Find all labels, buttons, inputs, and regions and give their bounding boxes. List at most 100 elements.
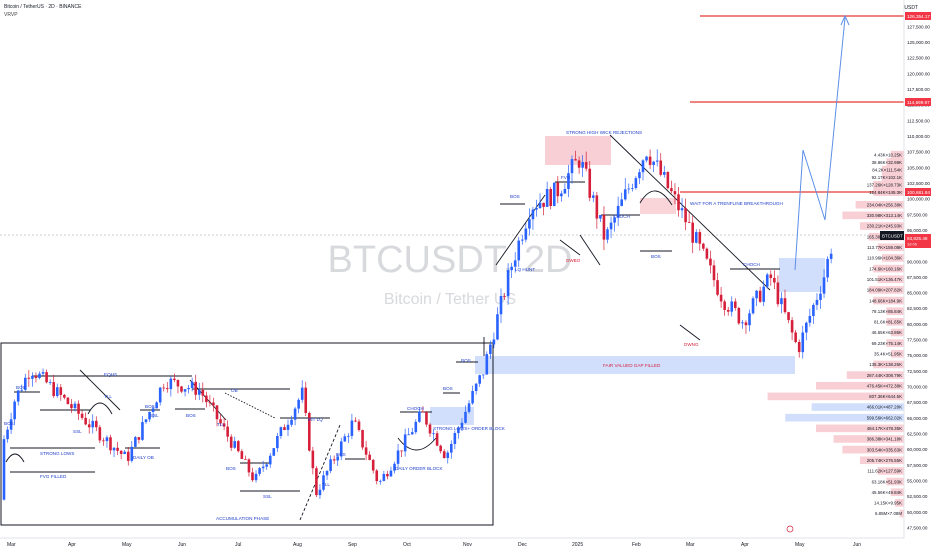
price-tick: 77,500.00: [907, 338, 928, 343]
candle-body: [425, 411, 428, 425]
candle-body: [826, 258, 829, 278]
volume-profile-bar: [873, 188, 904, 197]
scroll-settings-icon[interactable]: [786, 525, 794, 533]
label-ssl-1: SSL: [73, 429, 82, 434]
candle-body: [141, 422, 144, 440]
volume-profile-label: 476.45K×472.38K: [867, 383, 902, 388]
volume-profile-bar: [890, 488, 904, 497]
candle-body: [283, 427, 286, 430]
fair-value-gap-zone: [475, 356, 795, 374]
volume-profile-label: 4.43K×10.25K: [874, 152, 902, 157]
candle-body: [595, 195, 599, 219]
candle-body: [489, 344, 492, 355]
candle-body: [126, 451, 130, 461]
price-tick: 97,500.00: [907, 212, 928, 217]
candle-body: [229, 436, 233, 448]
candle-body: [652, 161, 655, 165]
candle-body: [773, 277, 776, 283]
candle-body: [684, 208, 687, 223]
candle-body: [155, 402, 158, 409]
reaction-zone: [779, 258, 825, 292]
symbol-line: Bitcoin / TetherUS · 2D · BINANCE: [4, 4, 82, 10]
candle-body: [439, 445, 442, 452]
price-tick: 82,500.00: [907, 306, 928, 311]
volume-profile-label: 38.86K×32.98K: [872, 160, 902, 165]
candle-body: [741, 322, 744, 324]
candle-body: [379, 480, 382, 482]
arc-bottom-1: [5, 453, 25, 463]
label-bos-9: BOS: [651, 254, 661, 259]
price-tick: 100,000.00: [907, 197, 930, 202]
candle-body: [187, 388, 190, 390]
trendline-eqhs: [79, 369, 121, 411]
candle-body: [180, 386, 183, 392]
arc-top-2: [639, 190, 673, 206]
candle-body: [268, 455, 272, 465]
candle-body: [347, 435, 350, 437]
candle-body: [442, 451, 446, 458]
supply-zone-small: [640, 198, 676, 214]
label-bos-6: BOS: [443, 386, 453, 391]
candle-body: [460, 422, 464, 428]
candle-body: [822, 277, 826, 294]
price-tick: 87,500.00: [907, 275, 928, 280]
dotted-down: [224, 392, 276, 419]
volume-profile-label: 330.98K×313.14K: [867, 213, 902, 218]
volume-profile-bar: [877, 467, 904, 475]
volume-profile-label: 69.23K×75.14K: [872, 341, 902, 346]
candle-body: [670, 188, 673, 192]
candle-body: [645, 156, 648, 161]
candle-body: [13, 401, 16, 420]
candle-body: [623, 189, 627, 200]
candles-layer: [2, 149, 833, 501]
volume-profile-bar: [860, 456, 904, 465]
volume-profile-label: 386.38K×341.18K: [867, 437, 902, 442]
label-bos-4: BOS: [226, 466, 236, 471]
volume-profile-label: 230.21K×245.93K: [867, 224, 902, 229]
candle-body: [339, 441, 343, 457]
candle-body: [201, 389, 205, 396]
price-tick: 65,000.00: [907, 416, 928, 421]
candle-body: [41, 372, 45, 374]
main-trendline: [609, 134, 771, 291]
volume-profile-label: 84.2K×111.54K: [872, 167, 902, 172]
candle-body: [350, 420, 354, 436]
label-tll-1: TLL: [104, 394, 112, 399]
candle-body: [577, 160, 581, 168]
volume-profile-label: 45.56K×49.84K: [872, 490, 902, 495]
candle-body: [570, 159, 574, 174]
candle-body: [730, 301, 734, 312]
candle-body: [112, 447, 116, 451]
volume-profile-bar: [882, 173, 904, 181]
accumulation-box: [0, 342, 494, 526]
candle-body: [506, 270, 510, 297]
candle-body: [254, 473, 258, 481]
price-tick: 70,000.00: [907, 385, 928, 390]
dwbo-line: [559, 239, 581, 256]
candle-body: [812, 304, 815, 316]
candle-body: [410, 432, 414, 435]
label-choch-1: CHOCH: [407, 406, 424, 411]
volume-profile-label: 92.17K×102.1K: [872, 175, 902, 180]
candle-body: [66, 397, 70, 405]
volume-profile-bar: [846, 371, 904, 379]
price-tick: 75,000.00: [907, 353, 928, 358]
candle-body: [393, 463, 396, 471]
candle-body: [556, 182, 560, 197]
candle-body: [222, 423, 226, 427]
candle-body: [2, 439, 6, 500]
candle-body: [815, 299, 819, 305]
candle-body: [563, 188, 567, 194]
candle-body: [805, 322, 808, 333]
volume-profile-bar: [873, 360, 904, 369]
candle-body: [77, 403, 80, 414]
volume-profile-label: 113.77K×159.08K: [867, 245, 902, 250]
candle-body: [446, 452, 450, 458]
label-ob: OB: [231, 388, 238, 393]
candle-body: [116, 447, 119, 451]
candle-body: [513, 260, 517, 267]
candle-body: [45, 372, 48, 383]
candle-body: [535, 207, 538, 210]
label-ssl-3: SSL: [263, 494, 272, 499]
